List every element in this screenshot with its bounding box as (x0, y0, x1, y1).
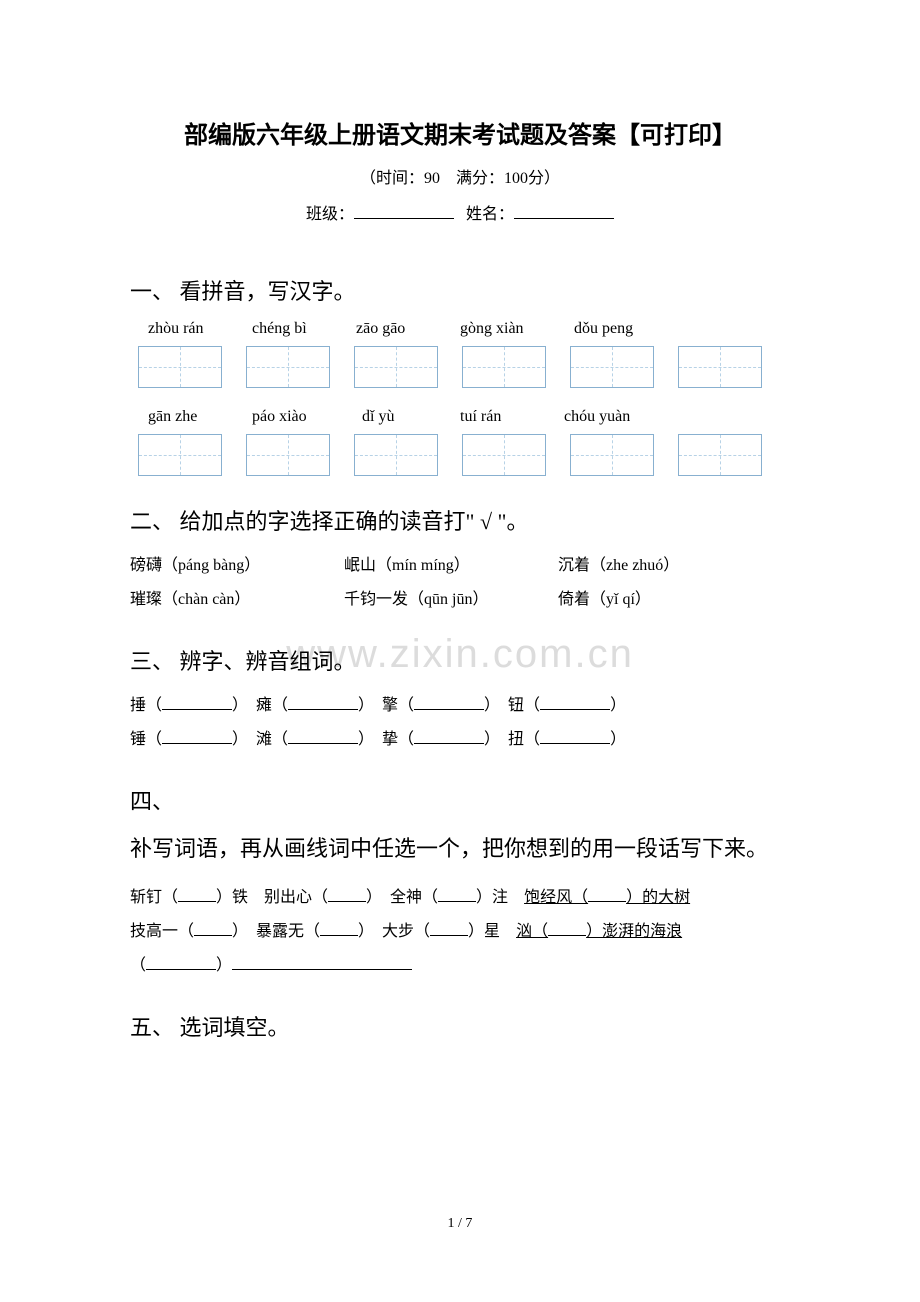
section-4-heading-b: 补写词语，再从画线词中任选一个，把你想到的用一段话写下来。 (130, 830, 790, 867)
q2-item: 璀璨（chàn càn） (130, 584, 340, 616)
write-box (570, 346, 654, 388)
text: ） 大步（ (358, 923, 430, 940)
pinyin: chéng bì (252, 320, 352, 338)
pinyin: dǐ yù (362, 408, 456, 426)
q2-item: 千钧一发（qūn jūn） (344, 584, 554, 616)
blank (540, 694, 610, 710)
blank (162, 694, 232, 710)
text: 汹（ (516, 923, 548, 940)
blank (430, 920, 468, 936)
text: ）的大树 (626, 889, 690, 906)
class-blank (354, 200, 454, 219)
pinyin: páo xiào (252, 408, 358, 426)
write-box (462, 346, 546, 388)
section-1-heading: 一、 看拼音，写汉字。 (130, 274, 790, 306)
text: ） 擎（ (358, 697, 414, 714)
write-box (462, 434, 546, 476)
blank (146, 954, 216, 970)
text: ） 扭（ (484, 731, 540, 748)
text: ） (610, 697, 626, 714)
write-box (570, 434, 654, 476)
text: ） 暴露无（ (232, 923, 320, 940)
student-info-line: 班级： 姓名： (130, 200, 790, 224)
text: 技高一（ (130, 923, 194, 940)
q2-item: 岷山（mín míng） (344, 550, 554, 582)
text: ） 全神（ (366, 889, 438, 906)
blank (414, 728, 484, 744)
pinyin: gòng xiàn (460, 320, 570, 338)
q4-line-2: 技高一（ ） 暴露无（ ） 大步（ ）星 汹（ ）澎湃的海浪 (130, 916, 790, 948)
pinyin: dǒu peng (574, 320, 633, 338)
text: 捶（ (130, 697, 162, 714)
write-boxes-row-2 (130, 434, 790, 476)
text: 饱经风（ (524, 889, 588, 906)
underlined-phrase: 汹（ ）澎湃的海浪 (516, 923, 682, 940)
underlined-phrase: 饱经风（ ）的大树 (524, 889, 690, 906)
write-box (678, 434, 762, 476)
text: ） 瘫（ (232, 697, 288, 714)
blank (438, 886, 476, 902)
text: ） 挚（ (358, 731, 414, 748)
q2-item: 沉着（zhe zhuó） (558, 557, 679, 574)
blank (162, 728, 232, 744)
subtitle: （时间：90 满分：100分） (130, 164, 790, 188)
q4-line-1: 斩钉（ ）铁 别出心（ ） 全神（ ）注 饱经风（ ）的大树 (130, 882, 790, 914)
q4-line-3: （） (130, 950, 790, 982)
text: ） (216, 957, 232, 974)
q2-line-2: 璀璨（chàn càn） 千钧一发（qūn jūn） 倚着（yǐ qí） (130, 584, 790, 616)
section-5-heading: 五、 选词填空。 (130, 1010, 790, 1042)
section-2-heading: 二、 给加点的字选择正确的读音打" √ "。 (130, 504, 790, 536)
pinyin: gān zhe (148, 408, 248, 426)
pinyin-row-2: gān zhe páo xiào dǐ yù tuí rán chóu yuàn (130, 408, 790, 426)
q3-line-1: 捶（ ） 瘫（ ） 擎（ ） 钮（ ） (130, 690, 790, 722)
text: ）澎湃的海浪 (586, 923, 682, 940)
q2-line-1: 磅礴（páng bàng） 岷山（mín míng） 沉着（zhe zhuó） (130, 550, 790, 582)
write-box (354, 434, 438, 476)
blank (194, 920, 232, 936)
q3-line-2: 锤（ ） 滩（ ） 挚（ ） 扭（ ） (130, 724, 790, 756)
text: ） 钮（ (484, 697, 540, 714)
blank (288, 728, 358, 744)
section-4-heading-a: 四、 (130, 784, 790, 816)
blank (548, 920, 586, 936)
pinyin: zāo gāo (356, 320, 456, 338)
pinyin: chóu yuàn (564, 408, 630, 426)
write-box (246, 346, 330, 388)
blank (540, 728, 610, 744)
q2-item: 倚着（yǐ qí） (558, 591, 651, 608)
blank (232, 954, 412, 970)
pinyin-row-1: zhòu rán chéng bì zāo gāo gòng xiàn dǒu … (130, 320, 790, 338)
blank (288, 694, 358, 710)
write-box (138, 346, 222, 388)
text: 斩钉（ (130, 889, 178, 906)
blank (328, 886, 366, 902)
text: ） (610, 731, 626, 748)
pinyin: zhòu rán (148, 320, 248, 338)
pinyin: tuí rán (460, 408, 560, 426)
page-title: 部编版六年级上册语文期末考试题及答案【可打印】 (130, 115, 790, 150)
text: ）铁 别出心（ (216, 889, 328, 906)
section-3-heading: 三、 辨字、辨音组词。 (130, 644, 790, 676)
text: ）星 (468, 923, 516, 940)
name-blank (514, 200, 614, 219)
text: ）注 (476, 889, 524, 906)
name-label: 姓名： (466, 206, 514, 223)
write-boxes-row-1 (130, 346, 790, 388)
text: 锤（ (130, 731, 162, 748)
class-label: 班级： (306, 206, 354, 223)
blank (414, 694, 484, 710)
blank (178, 886, 216, 902)
write-box (246, 434, 330, 476)
page-content: 部编版六年级上册语文期末考试题及答案【可打印】 （时间：90 满分：100分） … (130, 115, 790, 1042)
text: （ (130, 957, 146, 974)
blank (320, 920, 358, 936)
write-box (138, 434, 222, 476)
blank (588, 886, 626, 902)
q2-item: 磅礴（páng bàng） (130, 550, 340, 582)
text: ） 滩（ (232, 731, 288, 748)
page-number: 1 / 7 (0, 1216, 920, 1232)
write-box (678, 346, 762, 388)
write-box (354, 346, 438, 388)
